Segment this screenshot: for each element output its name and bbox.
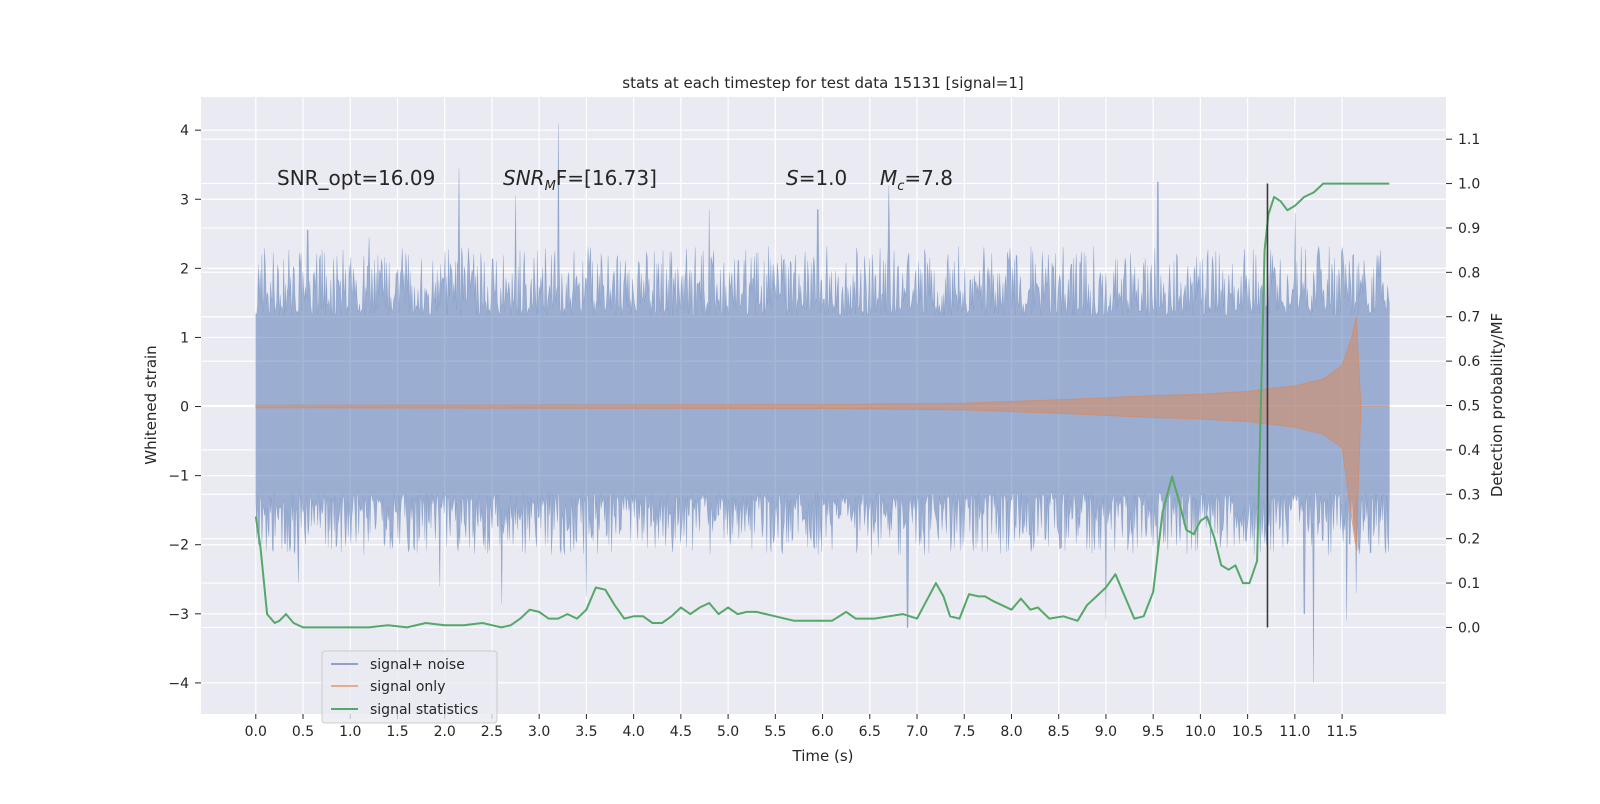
x-tick-label: 9.0 xyxy=(1095,724,1117,740)
y-right-tick-label: 0.4 xyxy=(1458,443,1480,459)
chart-title: stats at each timestep for test data 151… xyxy=(622,74,1023,92)
y-tick-label: 3 xyxy=(180,192,189,208)
y-tick-label: 1 xyxy=(180,330,189,346)
y-right-tick-label: 1.0 xyxy=(1458,177,1480,193)
x-tick-label: 9.5 xyxy=(1142,724,1164,740)
x-tick-label: 5.5 xyxy=(764,724,786,740)
x-tick-label: 1.0 xyxy=(339,724,361,740)
annotation-snr-mf: SNRMF=[16.73] xyxy=(503,166,657,194)
x-tick-label: 11.0 xyxy=(1279,724,1310,740)
y-right-tick-label: 0.8 xyxy=(1458,265,1480,281)
x-tick-label: 7.0 xyxy=(906,724,928,740)
annotation-s-var: S xyxy=(786,166,799,190)
x-tick-label: 10.5 xyxy=(1232,724,1263,740)
legend-box xyxy=(321,650,498,724)
y-right-tick-label: 0.5 xyxy=(1458,399,1480,415)
y-tick-label: −1 xyxy=(168,469,189,485)
y-tick-label: −3 xyxy=(168,607,189,623)
annotation-snr-mf-value: F=[16.73] xyxy=(556,166,657,190)
series-signal-noise-band xyxy=(255,123,1390,683)
annotation-s: S=1.0 xyxy=(786,166,847,190)
legend-label-signal-noise: signal+ noise xyxy=(370,657,465,673)
annotation-mc-var: M xyxy=(880,166,897,190)
signal-statistics-series xyxy=(254,182,1390,629)
x-tick-label: 6.0 xyxy=(811,724,833,740)
x-tick-label: 4.5 xyxy=(670,724,692,740)
x-tick-label: 8.5 xyxy=(1048,724,1070,740)
annotation-mc-sub: c xyxy=(897,179,904,194)
x-tick-label: 4.0 xyxy=(622,724,644,740)
y-right-tick-label: 0.1 xyxy=(1458,576,1480,592)
y-right-tick-label: 0.2 xyxy=(1458,532,1480,548)
x-tick-label: 1.5 xyxy=(386,724,408,740)
x-tick-label: 0.5 xyxy=(292,724,314,740)
y-right-axis-ticks: 0.0 0.1 0.2 0.3 0.4 0.5 0.6 0.7 0.8 0.9 1.0 1.1 xyxy=(1446,132,1480,636)
legend-label-signal-only: signal only xyxy=(370,679,445,695)
x-tick-label: 5.0 xyxy=(717,724,739,740)
y-right-axis-label: Detection probability/MF xyxy=(1488,313,1506,497)
annotation-mc-value: =7.8 xyxy=(904,166,953,190)
y-tick-label: 4 xyxy=(180,123,189,139)
x-tick-label: 7.5 xyxy=(953,724,975,740)
x-tick-label: 10.0 xyxy=(1185,724,1216,740)
y-tick-label: −2 xyxy=(168,538,189,554)
x-tick-label: 0.0 xyxy=(245,724,267,740)
signal-only-series xyxy=(255,316,1390,551)
x-tick-label: 2.5 xyxy=(481,724,503,740)
y-right-tick-label: 0.9 xyxy=(1458,221,1480,237)
series-signal-statistics-line xyxy=(254,182,1390,629)
x-tick-label: 8.0 xyxy=(1000,724,1022,740)
y-axis-ticks: −4 −3 −2 −1 0 1 2 3 4 xyxy=(168,123,201,692)
legend-label-signal-statistics: signal statistics xyxy=(370,702,478,718)
y-axis-label: Whitened strain xyxy=(142,345,160,464)
annotation-mc: Mc=7.8 xyxy=(880,166,953,194)
y-right-tick-label: 1.1 xyxy=(1458,132,1480,148)
signal-noise-series xyxy=(255,123,1390,683)
annotation-snr-mf-sub: M xyxy=(545,179,556,194)
x-axis-label: Time (s) xyxy=(792,747,854,765)
x-tick-label: 6.5 xyxy=(859,724,881,740)
x-tick-label: 3.5 xyxy=(575,724,597,740)
x-tick-label: 2.0 xyxy=(434,724,456,740)
y-tick-label: 2 xyxy=(180,261,189,277)
y-right-tick-label: 0.6 xyxy=(1458,354,1480,370)
y-tick-label: 0 xyxy=(180,400,189,416)
annotation-snr-opt: SNR_opt=16.09 xyxy=(277,166,435,190)
x-tick-label: 3.0 xyxy=(528,724,550,740)
y-right-tick-label: 0.3 xyxy=(1458,487,1480,503)
series-signal-only-envelope xyxy=(255,316,1390,551)
y-right-tick-label: 0.7 xyxy=(1458,310,1480,326)
legend: signal+ noise signal only signal statist… xyxy=(321,650,498,724)
y-right-tick-label: 0.0 xyxy=(1458,620,1480,636)
annotation-s-value: =1.0 xyxy=(799,166,848,190)
x-axis-ticks: 0.0 0.5 1.0 1.5 2.0 2.5 3.0 3.5 4.0 4.5 5.0 5.5 6.0 6… xyxy=(245,714,1358,740)
y-tick-label: −4 xyxy=(168,676,189,692)
x-tick-label: 11.5 xyxy=(1327,724,1358,740)
annotation-snr-mf-var: SNR xyxy=(503,166,545,190)
